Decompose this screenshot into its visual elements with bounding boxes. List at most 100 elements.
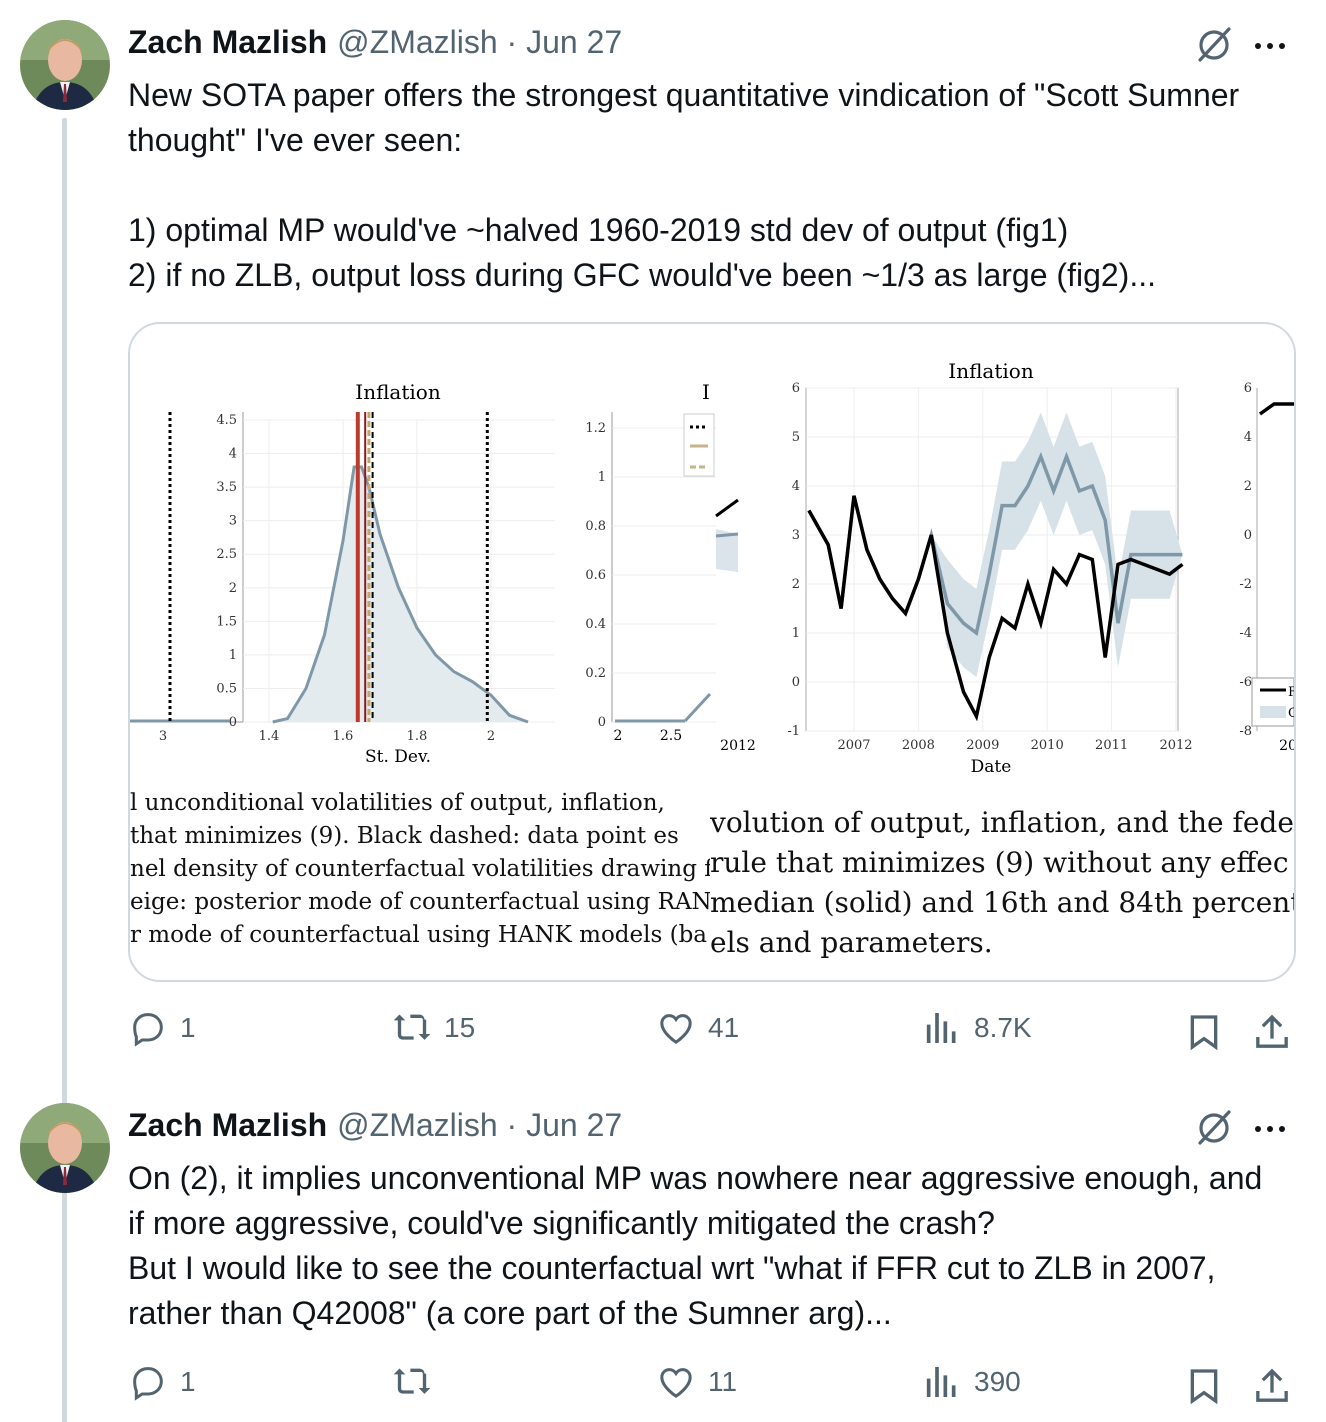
right-partial-chart: -8 -6 -4 -2 0 2 4 6 F C 20 <box>1239 381 1294 754</box>
y-tick-label: 3 <box>229 514 237 529</box>
avatar-photo <box>20 20 110 110</box>
y-tick-label: 0 <box>1244 528 1252 543</box>
reply-button[interactable]: 1 <box>128 1362 196 1402</box>
y-tick-label: 0.6 <box>585 568 606 583</box>
y-tick-label: -8 <box>1239 724 1252 739</box>
y-tick-label: -4 <box>1239 626 1252 641</box>
repost-icon <box>393 1014 431 1040</box>
tweet-media[interactable]: Inflation 0 0.5 1 1.5 2 2.5 3 3.5 4 4.5 3 1.4 1.6 1.… <box>128 322 1296 982</box>
grok-icon[interactable] <box>1194 24 1234 69</box>
density-chart: Inflation 0 0.5 1 1.5 2 2.5 3 3.5 4 4.5 3 1.4 1.6 1.… <box>130 380 555 767</box>
tweet-header: Zach Mazlish @ZMazlish · Jun 27 <box>128 1107 622 1144</box>
svg-text:Inflation: Inflation <box>948 359 1034 383</box>
x-tick-label: 2 <box>487 729 495 744</box>
y-tick-label: 1 <box>229 648 237 663</box>
repost-icon <box>393 1368 431 1394</box>
y-tick-label: -2 <box>1239 577 1252 592</box>
reply-icon <box>133 1013 163 1047</box>
y-tick-label: 2 <box>229 581 237 596</box>
x-tick-label: 2008 <box>902 738 935 753</box>
svg-text:2012: 2012 <box>720 738 756 754</box>
svg-text:Date: Date <box>971 757 1012 777</box>
y-tick-label: 2.5 <box>216 547 237 562</box>
y-tick-label: 0.8 <box>585 519 606 534</box>
handle-date[interactable]: @ZMazlish · Jun 27 <box>337 1107 623 1143</box>
y-tick-label: 4 <box>792 479 800 494</box>
like-button[interactable]: 11 <box>656 1362 737 1402</box>
chart-title: Inflation <box>355 380 441 404</box>
y-tick-label: 6 <box>1244 381 1252 396</box>
y-tick-label: 1 <box>598 470 606 485</box>
caption-right: volution of output, inflation, and the f… <box>710 806 1294 966</box>
reply-icon <box>133 1367 163 1401</box>
y-tick-label: 4 <box>229 447 237 462</box>
y-tick-label: 0.4 <box>585 617 606 632</box>
repost-button[interactable] <box>392 1362 444 1402</box>
svg-text:I: I <box>702 380 710 404</box>
views-button[interactable]: 390 <box>922 1362 1021 1402</box>
views-icon <box>926 1013 956 1043</box>
y-tick-label: 2 <box>1244 479 1252 494</box>
x-tick-label: 2010 <box>1031 738 1064 753</box>
repost-button[interactable]: 15 <box>392 1008 475 1048</box>
y-tick-label: 0 <box>792 675 800 690</box>
share-button[interactable] <box>1252 1012 1292 1057</box>
avatar-photo <box>20 1103 110 1193</box>
svg-text:2: 2 <box>614 728 623 744</box>
x-tick-label: 3 <box>159 729 167 744</box>
action-bar: 1 11 390 <box>128 1362 1292 1412</box>
tweet-text: New SOTA paper offers the strongest quan… <box>128 77 1240 293</box>
bookmark-icon <box>1190 1369 1218 1405</box>
bookmark-button[interactable] <box>1184 1012 1224 1057</box>
x-tick-label: 1.6 <box>333 729 354 744</box>
more-icon[interactable] <box>1252 36 1288 54</box>
y-tick-label: 4 <box>1244 430 1252 445</box>
like-icon <box>660 1368 692 1398</box>
y-tick-label: 1.5 <box>216 614 237 629</box>
grok-icon[interactable] <box>1194 1107 1234 1152</box>
reply-button[interactable]: 1 <box>128 1008 196 1048</box>
y-tick-label: 3 <box>792 528 800 543</box>
inflation-timeseries-chart: 2012 Inflation -1 0 1 2 3 4 5 6 2007 2008 2009 201… <box>715 359 1193 777</box>
y-tick-label: 0 <box>229 715 237 730</box>
avatar[interactable] <box>20 20 110 110</box>
author-name[interactable]: Zach Mazlish <box>128 24 328 60</box>
bookmark-icon <box>1190 1015 1218 1051</box>
y-tick-label: 2 <box>792 577 800 592</box>
bookmark-button[interactable] <box>1184 1366 1224 1411</box>
action-bar: 1 15 41 8.7K <box>128 1008 1292 1058</box>
y-tick-label: 5 <box>792 430 800 445</box>
x-tick-label: 2012 <box>1159 738 1192 753</box>
y-tick-label: -1 <box>787 724 800 739</box>
y-tick-label: 1.2 <box>585 421 606 436</box>
y-tick-label: -6 <box>1239 675 1252 690</box>
y-tick-label: 1 <box>792 626 800 641</box>
share-button[interactable] <box>1252 1366 1292 1411</box>
svg-text:2.5: 2.5 <box>660 728 682 744</box>
views-icon <box>926 1367 956 1397</box>
svg-text:20: 20 <box>1279 738 1294 754</box>
more-icon[interactable] <box>1252 1119 1288 1137</box>
figure-image: Inflation 0 0.5 1 1.5 2 2.5 3 3.5 4 4.5 3 1.4 1.6 1.… <box>130 359 1294 804</box>
views-button[interactable]: 8.7K <box>922 1008 1032 1048</box>
x-tick-label: 1.8 <box>407 729 428 744</box>
y-tick-label: 3.5 <box>216 480 237 495</box>
share-icon <box>1256 1368 1288 1402</box>
handle-date[interactable]: @ZMazlish · Jun 27 <box>337 24 623 60</box>
svg-text:F: F <box>1288 685 1294 700</box>
like-button[interactable]: 41 <box>656 1008 739 1048</box>
x-tick-label: 1.4 <box>259 729 280 744</box>
partial-chart: I 0 0.2 0.4 0.6 0.8 1 1.2 2 2.5 <box>585 380 730 744</box>
author-name[interactable]: Zach Mazlish <box>128 1107 328 1143</box>
y-tick-label: 0 <box>598 715 606 730</box>
like-icon <box>660 1014 692 1044</box>
y-tick-label: 0.2 <box>585 666 606 681</box>
avatar[interactable] <box>20 1103 110 1193</box>
share-icon <box>1256 1014 1288 1048</box>
y-tick-label: 0.5 <box>216 681 237 696</box>
svg-text:C: C <box>1288 706 1294 721</box>
thread-line <box>62 118 67 1422</box>
y-tick-label: 4.5 <box>216 413 237 428</box>
x-tick-label: 2011 <box>1095 738 1128 753</box>
y-tick-label: 6 <box>792 381 800 396</box>
